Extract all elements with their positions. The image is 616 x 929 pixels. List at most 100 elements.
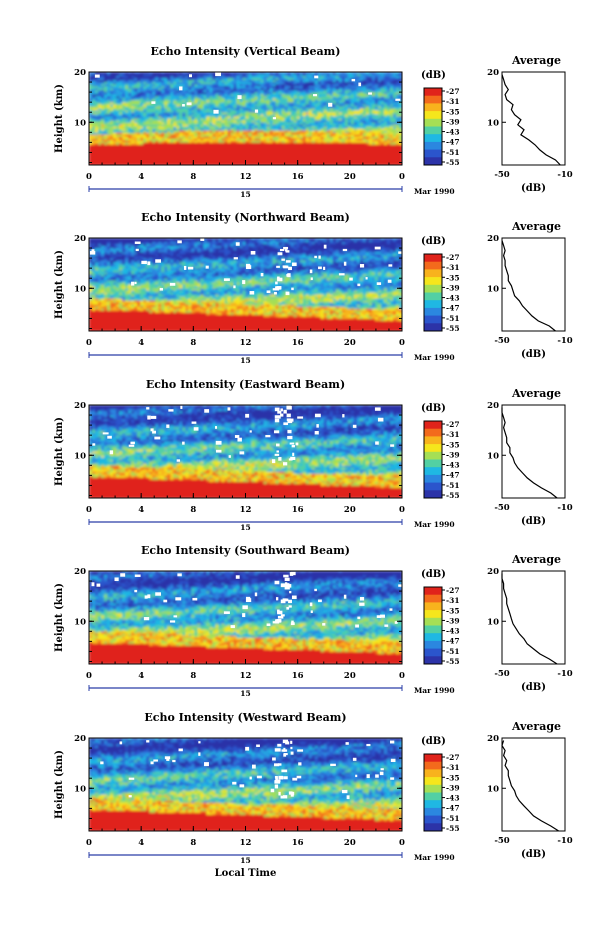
heatmap-cell	[167, 114, 171, 118]
heatmap-cell	[323, 86, 328, 89]
heatmap-cell	[269, 142, 274, 146]
heatmap-cell	[287, 148, 292, 152]
heatmap-cell	[299, 72, 304, 75]
heatmap-cell	[89, 72, 93, 75]
heatmap-cell	[287, 78, 292, 81]
heatmap-cell	[104, 144, 108, 148]
heatmap-cell	[329, 152, 334, 156]
heatmap-cell	[134, 98, 138, 101]
heatmap-cell	[269, 82, 274, 85]
heatmap-cell	[266, 88, 271, 91]
heatmap-cell	[116, 238, 120, 241]
heatmap-cell	[212, 90, 217, 93]
heatmap-cell	[164, 80, 168, 83]
heatmap-cell	[296, 86, 301, 89]
heatmap-cell	[296, 118, 301, 122]
heatmap-cell	[335, 82, 340, 85]
heatmap-cell	[179, 124, 183, 128]
heatmap-cell	[248, 130, 253, 134]
heatmap-cell	[233, 160, 238, 164]
heatmap-cell	[140, 142, 144, 146]
heatmap-cell	[365, 78, 370, 81]
heatmap-cell	[230, 136, 235, 140]
heatmap-cell	[335, 126, 340, 130]
heatmap-cell	[89, 98, 93, 101]
heatmap-cell	[350, 126, 355, 130]
heatmap-cell	[110, 96, 114, 99]
heatmap-cell	[98, 78, 102, 81]
heatmap-cell	[176, 124, 180, 128]
heatmap-cell	[149, 118, 153, 122]
heatmap-cell	[146, 152, 150, 156]
heatmap-cell	[230, 126, 235, 130]
heatmap-cell	[359, 150, 364, 154]
heatmap-cell	[113, 74, 117, 77]
heatmap-cell	[188, 128, 192, 132]
heatmap-cell	[332, 94, 337, 97]
heatmap-cell	[119, 104, 123, 107]
heatmap-cell	[233, 102, 238, 105]
heatmap-cell	[146, 132, 150, 136]
heatmap-cell	[290, 136, 295, 140]
heatmap-cell	[341, 98, 346, 101]
heatmap-cell	[242, 122, 247, 126]
heatmap-cell	[275, 82, 280, 85]
heatmap-cell	[89, 162, 93, 165]
heatmap-cell	[197, 136, 201, 140]
heatmap-cell	[89, 94, 93, 97]
heatmap-cell	[257, 134, 262, 138]
heatmap-cell	[209, 126, 213, 130]
heatmap-cell	[317, 110, 322, 114]
heatmap-cell	[185, 156, 189, 160]
heatmap-cell	[299, 104, 304, 107]
heatmap-cell	[365, 110, 370, 114]
heatmap-cell	[119, 140, 123, 144]
heatmap-cell	[239, 112, 244, 116]
heatmap-cell	[389, 156, 394, 160]
heatmap-cell	[365, 94, 370, 97]
heatmap-cell	[218, 156, 223, 160]
heatmap-cell	[389, 116, 394, 120]
heatmap-cell	[113, 150, 117, 154]
heatmap-cell	[212, 114, 217, 118]
heatmap-cell	[353, 86, 358, 89]
heatmap-cell	[155, 134, 159, 138]
heatmap-cell	[188, 146, 192, 150]
heatmap-cell	[392, 72, 397, 75]
heatmap-cell	[299, 132, 304, 136]
heatmap-cell	[398, 102, 402, 105]
heatmap-cell	[389, 150, 394, 154]
heatmap-cell	[377, 132, 382, 136]
heatmap-cell	[200, 74, 204, 77]
heatmap-cell	[269, 138, 274, 142]
heatmap-cell	[254, 162, 259, 165]
heatmap-cell	[209, 144, 213, 148]
heatmap-cell	[260, 146, 265, 150]
heatmap-cell	[299, 100, 304, 103]
heatmap-cell	[320, 78, 325, 81]
heatmap-cell	[341, 110, 346, 114]
heatmap-cell	[317, 134, 322, 138]
heatmap-cell	[269, 126, 274, 130]
heatmap-cell	[221, 122, 226, 126]
heatmap-cell	[107, 238, 111, 241]
colorbar-level-label: -27	[446, 87, 460, 96]
heatmap-cell	[245, 142, 250, 146]
heatmap-cell	[125, 160, 129, 164]
heatmap-cell	[236, 126, 241, 130]
heatmap-cell	[164, 132, 168, 136]
heatmap-cell	[140, 88, 144, 91]
heatmap-cell	[386, 128, 391, 132]
heatmap-cell	[89, 126, 93, 130]
heatmap-cell	[119, 150, 123, 154]
heatmap-cell	[263, 140, 268, 144]
heatmap-cell	[350, 132, 355, 136]
heatmap-cell	[359, 120, 364, 124]
heatmap-cell	[305, 82, 310, 85]
colorbar-swatch	[424, 157, 442, 166]
heatmap-cell	[248, 82, 253, 85]
heatmap-cell	[353, 122, 358, 126]
missing-data-mark	[186, 102, 192, 106]
heatmap-cell	[95, 134, 99, 138]
heatmap-cell	[104, 104, 108, 107]
